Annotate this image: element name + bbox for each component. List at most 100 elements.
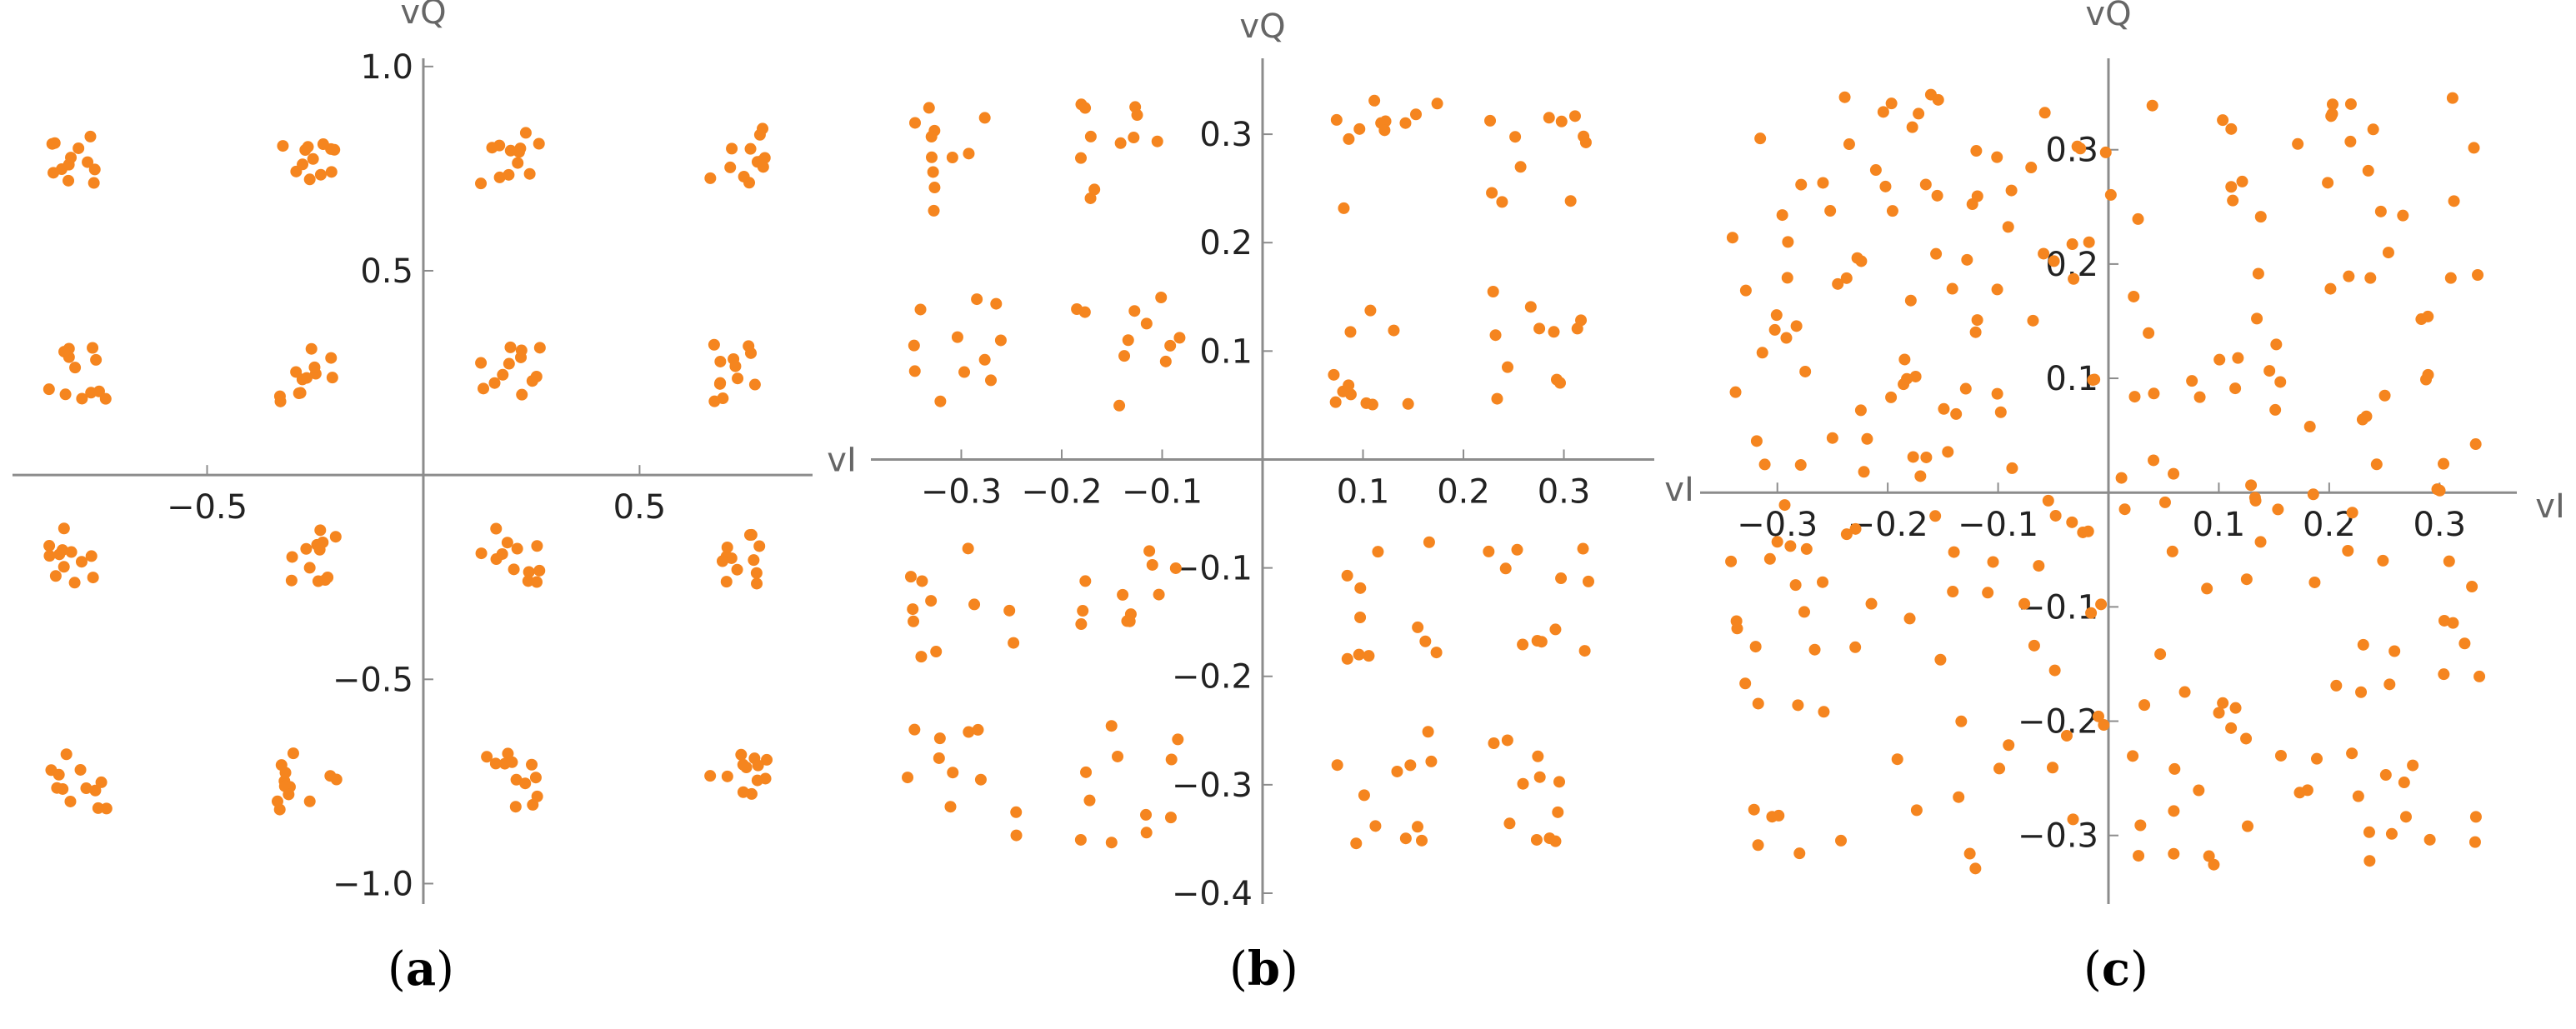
data-point — [1914, 470, 1927, 482]
data-point — [1971, 190, 1983, 202]
data-point — [1739, 677, 1752, 690]
data-point — [475, 547, 488, 560]
data-point — [1078, 306, 1091, 318]
data-point — [2444, 272, 2457, 284]
data-point — [1946, 282, 1958, 295]
data-point — [971, 293, 983, 306]
data-point — [287, 747, 299, 760]
data-point — [1568, 110, 1581, 122]
data-point — [2138, 699, 2151, 712]
data-point — [2213, 707, 2225, 719]
data-point — [1419, 635, 1432, 647]
data-point — [2067, 813, 2079, 826]
data-point — [1502, 361, 1514, 373]
data-point — [1164, 339, 1177, 352]
data-point — [1483, 545, 1495, 557]
data-point — [1143, 545, 1156, 557]
data-point — [1088, 183, 1101, 196]
data-point — [1959, 382, 1972, 395]
data-point — [1963, 847, 1976, 860]
data-point — [1575, 314, 1588, 327]
data-point — [2134, 819, 2147, 832]
data-point — [88, 163, 101, 176]
data-point — [737, 758, 749, 771]
data-point — [753, 540, 766, 552]
data-point — [533, 137, 545, 150]
caption-a: (a) — [388, 942, 455, 997]
data-point — [2213, 353, 2226, 366]
data-point — [1411, 821, 1423, 833]
data-point — [307, 152, 319, 165]
y-tick-label: 0.1 — [1199, 332, 1253, 371]
data-point — [2382, 247, 2394, 259]
data-point — [1153, 588, 1165, 601]
data-point — [1075, 618, 1088, 631]
data-point — [2379, 769, 2392, 782]
data-point — [2469, 811, 2482, 823]
data-point — [43, 550, 56, 562]
data-point — [80, 782, 93, 795]
data-point — [2201, 582, 2213, 595]
data-point — [523, 566, 535, 578]
data-point — [1084, 130, 1097, 142]
data-point — [2098, 719, 2110, 732]
data-point — [503, 357, 515, 370]
data-point — [1524, 301, 1537, 313]
data-point — [2269, 403, 2282, 416]
data-point — [756, 154, 768, 167]
data-point — [2448, 195, 2460, 207]
data-point — [1969, 326, 1982, 338]
data-point — [1969, 862, 1982, 875]
data-point — [1165, 753, 1178, 766]
data-point — [2263, 365, 2276, 377]
data-point — [1423, 536, 1435, 548]
data-point — [1855, 255, 1868, 267]
data-point — [2148, 387, 2160, 400]
data-point — [908, 339, 920, 352]
y-tick-label: −0.1 — [1172, 550, 1253, 588]
data-point — [1982, 587, 1994, 599]
data-point — [1730, 615, 1743, 627]
data-point — [1372, 546, 1384, 558]
data-point — [743, 340, 755, 352]
y-tick-label: 0.3 — [2045, 132, 2098, 170]
x-tick-label: −0.2 — [1021, 472, 1102, 511]
data-point — [2438, 457, 2450, 470]
data-point — [2311, 752, 2323, 765]
data-point — [2038, 247, 2050, 260]
x-axis-label-right: vI — [2535, 487, 2564, 526]
data-point — [1548, 326, 1560, 338]
data-point — [951, 331, 963, 343]
data-point — [2251, 312, 2263, 325]
y-tick-label: 0.2 — [1199, 224, 1253, 262]
data-point — [934, 395, 947, 407]
data-point — [963, 147, 975, 160]
data-point — [978, 353, 991, 366]
data-point — [1861, 432, 1873, 445]
data-point — [2254, 536, 2267, 548]
data-point — [914, 303, 927, 316]
data-point — [1491, 392, 1503, 405]
caption-b: (b) — [1229, 942, 1298, 997]
data-point — [1909, 370, 1922, 382]
data-point — [1794, 459, 1807, 472]
data-point — [506, 756, 518, 768]
data-point — [1114, 137, 1127, 149]
data-point — [720, 576, 733, 588]
data-point — [314, 168, 327, 181]
data-point — [510, 773, 523, 786]
data-point — [2104, 188, 2117, 201]
x-tick-label: −0.3 — [921, 472, 1002, 511]
data-point — [1994, 406, 2007, 418]
data-point — [2048, 255, 2060, 267]
data-point — [2006, 462, 2018, 474]
data-point — [531, 576, 543, 588]
data-point — [1388, 324, 1400, 337]
x-axis-label: vI — [1664, 471, 1693, 509]
data-point — [915, 651, 928, 663]
data-point — [2158, 496, 2171, 508]
data-point — [721, 770, 733, 782]
data-point — [916, 575, 928, 587]
data-point — [925, 151, 938, 163]
x-axis-label: vI — [827, 441, 856, 479]
